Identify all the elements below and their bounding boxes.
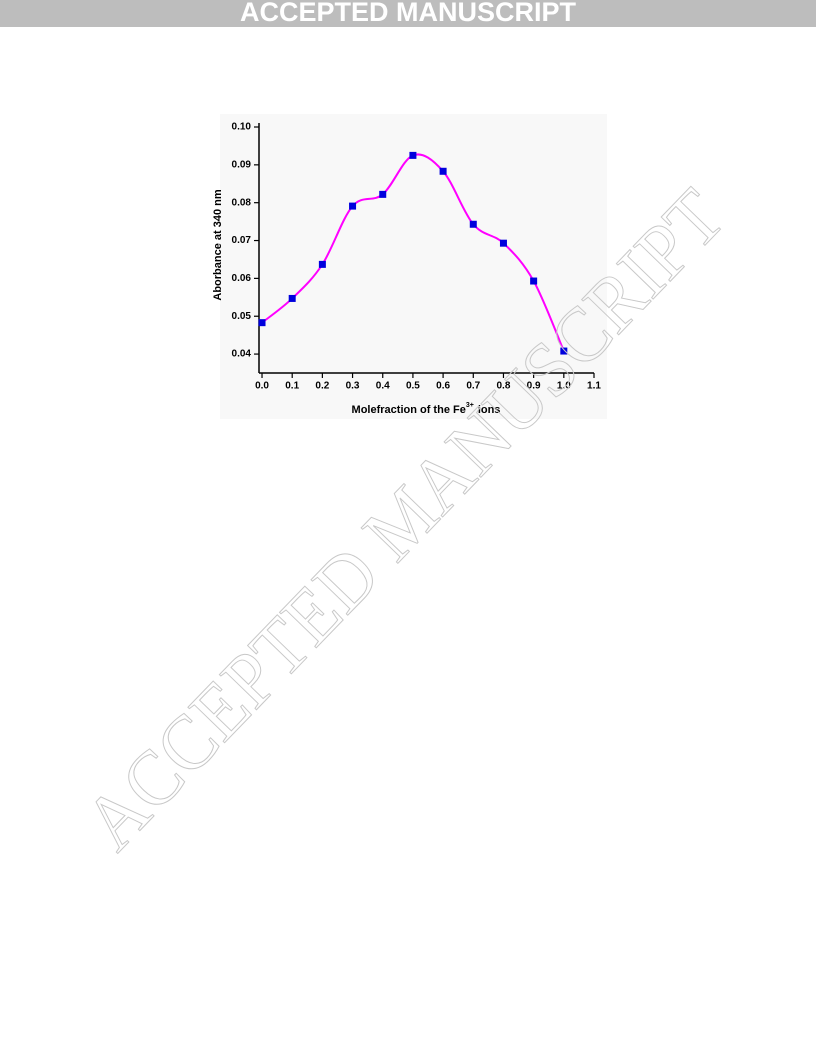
data-point [288, 294, 296, 302]
x-tick-label: 0.5 [406, 381, 420, 392]
x-tick-label: 0.2 [315, 381, 329, 392]
banner-text: ACCEPTED MANUSCRIPT [240, 0, 577, 27]
x-tick-label: 0.8 [497, 381, 511, 392]
y-tick-label: 0.06 [232, 273, 252, 284]
x-tick-label: 0.4 [376, 381, 390, 392]
y-tick-label: 0.10 [232, 122, 252, 133]
data-point [258, 319, 266, 327]
x-tick-label: 1.1 [587, 381, 601, 392]
x-tick-label: 0.1 [285, 381, 299, 392]
x-tick-label: 1.0 [557, 381, 571, 392]
x-label-text: Molefraction of the Fe [352, 404, 466, 416]
x-label-suffix: ions [478, 404, 501, 416]
y-axis-label: Aborbance at 340 nm [212, 189, 224, 300]
data-point [379, 190, 387, 198]
y-tick-label: 0.08 [232, 197, 252, 208]
data-point [499, 239, 507, 247]
data-point [560, 347, 568, 355]
banner-bar [0, 0, 816, 27]
x-tick-label: 0.0 [255, 381, 269, 392]
figure-background [220, 114, 607, 419]
y-tick-label: 0.05 [232, 311, 252, 322]
x-tick-label: 0.3 [346, 381, 360, 392]
y-tick-label: 0.07 [232, 235, 252, 246]
x-tick-label: 0.7 [466, 381, 480, 392]
x-tick-label: 0.9 [527, 381, 541, 392]
data-point [530, 277, 538, 285]
x-tick-label: 0.6 [436, 381, 450, 392]
data-point [409, 151, 417, 159]
data-point [318, 260, 326, 268]
data-point [349, 202, 357, 210]
data-point [439, 167, 447, 175]
y-tick-label: 0.09 [232, 159, 252, 170]
data-point [469, 220, 477, 228]
plot: 0.04 0.05 0.06 0.07 0.08 0.09 0.10 0.0 0.1 0.2 0.3… [212, 122, 601, 416]
x-axis-label: Molefraction of the Fe3+ ions [352, 402, 501, 416]
x-label-superscript: 3+ [466, 402, 474, 409]
y-tick-label: 0.04 [232, 349, 252, 360]
